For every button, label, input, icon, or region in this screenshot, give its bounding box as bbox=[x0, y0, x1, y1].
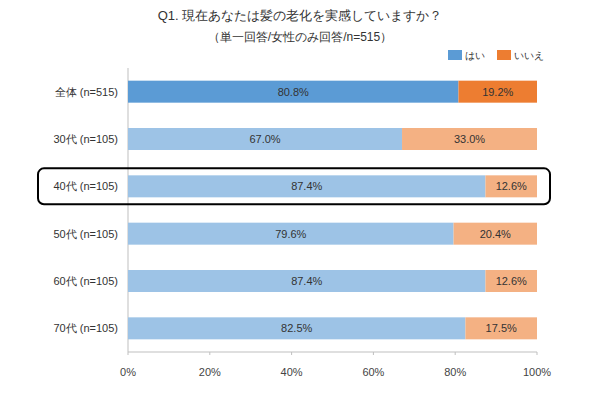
bar-segment bbox=[128, 317, 465, 339]
data-label: 67.0% bbox=[249, 133, 280, 145]
data-label: 82.5% bbox=[281, 322, 312, 334]
data-label: 80.8% bbox=[278, 86, 309, 98]
tick-label: 40% bbox=[281, 366, 303, 378]
legend-label: はい bbox=[465, 50, 485, 61]
data-label: 87.4% bbox=[291, 275, 322, 287]
bar-segment bbox=[458, 81, 537, 103]
legend-swatch bbox=[497, 50, 511, 60]
data-label: 33.0% bbox=[454, 133, 485, 145]
tick-label: 80% bbox=[444, 366, 466, 378]
bar-segment bbox=[128, 128, 402, 150]
data-label: 17.5% bbox=[486, 322, 517, 334]
tick-label: 0% bbox=[120, 366, 136, 378]
category-label: 50代 (n=105) bbox=[53, 228, 118, 240]
bar-segment bbox=[485, 270, 537, 292]
data-labels: 80.8% 67.0% 87.4% 79.6% 87.4% 82.5% 19.2% 33.0%… bbox=[249, 86, 527, 335]
legend: はい いいえ bbox=[448, 50, 544, 61]
category-label: 60代 (n=105) bbox=[53, 275, 118, 287]
bars bbox=[128, 81, 537, 340]
data-label: 87.4% bbox=[291, 180, 322, 192]
legend-label: いいえ bbox=[514, 50, 544, 61]
data-label: 12.6% bbox=[496, 275, 527, 287]
tick-label: 100% bbox=[523, 366, 551, 378]
title: Q1. 現在あなたは髪の老化を実感していますか？ bbox=[158, 8, 443, 23]
bar-segment bbox=[454, 223, 537, 245]
category-label: 全体 (n=515) bbox=[55, 86, 118, 98]
highlight-box bbox=[38, 168, 550, 204]
bar-segment bbox=[128, 81, 458, 103]
tick-label: 60% bbox=[362, 366, 384, 378]
data-label: 12.6% bbox=[496, 180, 527, 192]
bar-segment bbox=[128, 175, 485, 197]
category-label: 40代 (n=105) bbox=[53, 180, 118, 192]
category-label: 70代 (n=105) bbox=[53, 322, 118, 334]
bar-segment bbox=[128, 223, 454, 245]
data-label: 79.6% bbox=[275, 228, 306, 240]
data-label: 19.2% bbox=[482, 86, 513, 98]
category-label: 30代 (n=105) bbox=[53, 133, 118, 145]
x-axis: 0% 20% 40% 60% 80% 100% bbox=[120, 68, 551, 378]
subtitle: （単一回答/女性のみ回答/n=515） bbox=[208, 30, 392, 44]
bar-segment bbox=[402, 128, 537, 150]
data-label: 20.4% bbox=[480, 228, 511, 240]
bar-segment bbox=[465, 317, 537, 339]
bar-segment bbox=[485, 175, 537, 197]
tick-label: 20% bbox=[199, 366, 221, 378]
bar-segment bbox=[128, 270, 485, 292]
y-axis-line bbox=[128, 68, 129, 352]
legend-swatch bbox=[448, 50, 462, 60]
chart: Q1. 現在あなたは髪の老化を実感していますか？ （単一回答/女性のみ回答/n=5… bbox=[0, 0, 600, 400]
x-axis-line bbox=[128, 352, 537, 353]
